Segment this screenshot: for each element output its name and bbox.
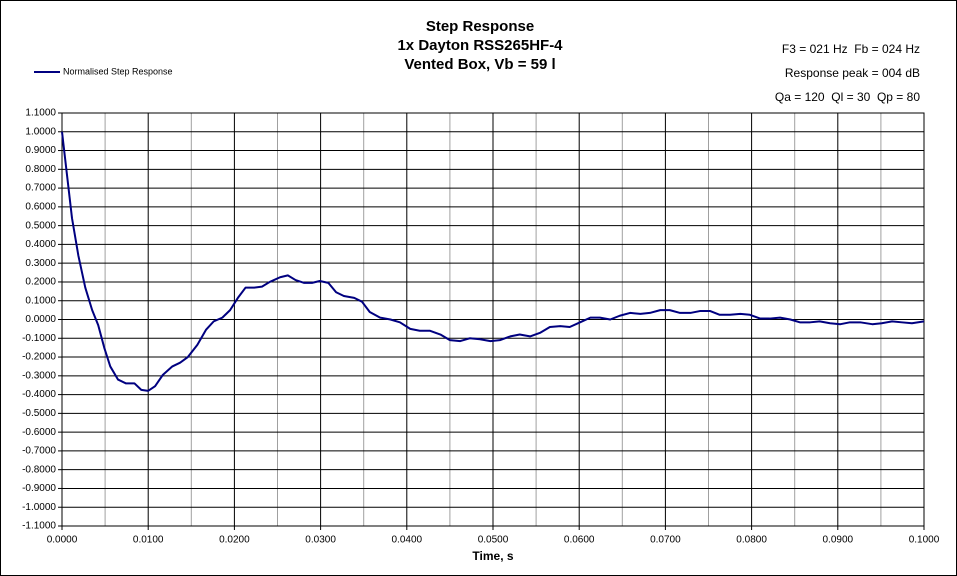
x-tick-label: 0.0600 bbox=[564, 535, 595, 546]
y-tick-label: 0.6000 bbox=[25, 202, 56, 213]
y-tick-label: 0.2000 bbox=[25, 277, 56, 288]
annotation: Response peak = 004 dB bbox=[785, 66, 920, 80]
y-tick-label: -0.4000 bbox=[22, 389, 56, 400]
x-tick-label: 0.0400 bbox=[392, 535, 423, 546]
x-tick-label: 0.0000 bbox=[47, 535, 78, 546]
x-axis-label: Time, s bbox=[472, 549, 513, 563]
annotation: F3 = 021 Hz Fb = 024 Hz bbox=[782, 42, 920, 56]
y-tick-label: 1.1000 bbox=[25, 108, 56, 119]
x-tick-label: 0.0500 bbox=[478, 535, 509, 546]
y-tick-label: -0.7000 bbox=[22, 446, 56, 457]
y-tick-label: 0.4000 bbox=[25, 239, 56, 250]
y-tick-label: -0.9000 bbox=[22, 483, 56, 494]
chart-title: Step Response bbox=[426, 18, 534, 35]
y-tick-label: -0.1000 bbox=[22, 333, 56, 344]
y-tick-label: 0.3000 bbox=[25, 258, 56, 269]
x-tick-label: 0.0200 bbox=[219, 535, 250, 546]
y-tick-label: 0.1000 bbox=[25, 295, 56, 306]
y-tick-label: -0.8000 bbox=[22, 464, 56, 475]
y-tick-label: -1.1000 bbox=[22, 521, 56, 532]
x-tick-label: 0.0100 bbox=[133, 535, 164, 546]
y-tick-label: 1.0000 bbox=[25, 126, 56, 137]
x-tick-label: 0.0900 bbox=[823, 535, 854, 546]
x-tick-label: 0.1000 bbox=[909, 535, 940, 546]
x-tick-label: 0.0700 bbox=[650, 535, 681, 546]
y-tick-label: -0.5000 bbox=[22, 408, 56, 419]
x-tick-label: 0.0300 bbox=[305, 535, 336, 546]
series-line bbox=[61, 131, 925, 392]
y-tick-label: -0.2000 bbox=[22, 352, 56, 363]
x-tick-label: 0.0800 bbox=[736, 535, 767, 546]
chart-subtitle: 1x Dayton RSS265HF-4 bbox=[397, 37, 563, 54]
legend-label: Normalised Step Response bbox=[63, 66, 173, 76]
y-tick-label: 0.9000 bbox=[25, 145, 56, 156]
plot-border bbox=[61, 112, 925, 527]
y-tick-label: 0.5000 bbox=[25, 220, 56, 231]
y-tick-label: -0.6000 bbox=[22, 427, 56, 438]
y-tick-label: 0.7000 bbox=[25, 183, 56, 194]
y-tick-label: -1.0000 bbox=[22, 502, 56, 513]
y-tick-label: -0.3000 bbox=[22, 370, 56, 381]
annotation: Qa = 120 Ql = 30 Qp = 80 bbox=[775, 90, 920, 104]
y-tick-label: 0.8000 bbox=[25, 164, 56, 175]
chart-subtitle: Vented Box, Vb = 59 l bbox=[404, 56, 555, 73]
y-tick-label: 0.0000 bbox=[25, 314, 56, 325]
